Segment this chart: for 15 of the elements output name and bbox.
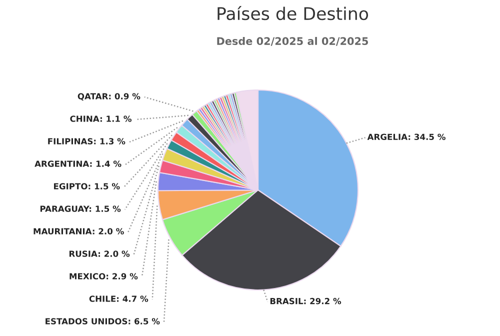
slice-label: MAURITANIA: 2.0 %	[34, 228, 124, 234]
slice-label: BRASIL: 29.2 %	[270, 298, 342, 304]
slice-label: CHINA: 1.1 %	[70, 116, 132, 122]
chart-subtitle: Desde 02/2025 al 02/2025	[217, 36, 368, 46]
slice-label: PARAGUAY: 1.5 %	[40, 206, 121, 212]
slice-label: MEXICO: 2.9 %	[70, 273, 138, 280]
slice-label: RUSIA: 2.0 %	[69, 250, 130, 257]
slice-label: FILIPINAS: 1.3 %	[48, 138, 126, 144]
slice-label: ARGENTINA: 1.4 %	[34, 160, 122, 167]
chart-title: Países de Destino	[218, 6, 368, 20]
slice-label: CHILE: 4.7 %	[89, 296, 148, 302]
slice-label: QATAR: 0.9 %	[78, 93, 140, 101]
slice-label: ESTADOS UNIDOS: 6.5 %	[46, 318, 160, 324]
slice-label: ARGELIA: 34.5 %	[367, 134, 446, 140]
slice-label: EGIPTO: 1.5 %	[54, 183, 120, 190]
